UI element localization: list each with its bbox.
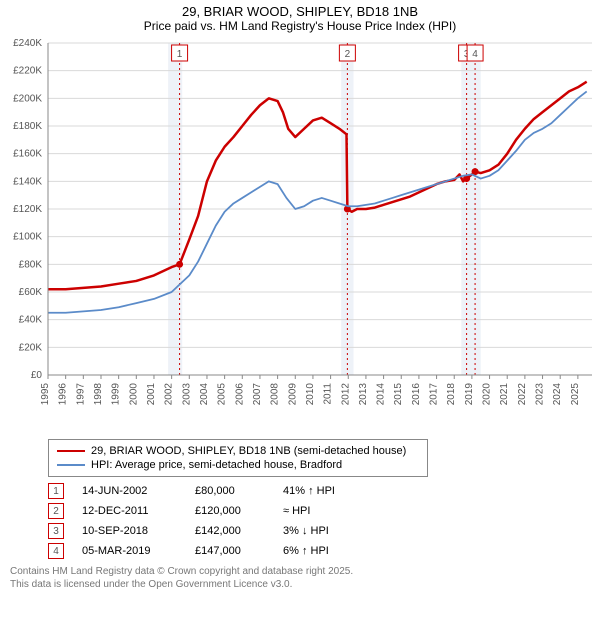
svg-text:2004: 2004 — [199, 383, 210, 406]
svg-text:2018: 2018 — [446, 383, 457, 406]
sale-marker: 2 — [48, 503, 64, 519]
svg-text:1996: 1996 — [58, 383, 69, 406]
sale-marker: 4 — [48, 543, 64, 559]
svg-text:2013: 2013 — [358, 383, 369, 406]
sale-row: 1 14-JUN-2002 £80,000 41% ↑ HPI — [48, 481, 590, 501]
footer-line2: This data is licensed under the Open Gov… — [10, 578, 590, 591]
svg-text:£140K: £140K — [13, 176, 42, 187]
svg-text:2007: 2007 — [252, 383, 263, 406]
sale-price: £120,000 — [195, 505, 265, 517]
sale-delta: ≈ HPI — [283, 505, 363, 517]
sale-date: 05-MAR-2019 — [82, 545, 177, 557]
sale-price: £147,000 — [195, 545, 265, 557]
svg-text:2002: 2002 — [164, 383, 175, 406]
svg-text:2024: 2024 — [552, 383, 563, 406]
svg-text:2005: 2005 — [217, 383, 228, 406]
sale-delta: 6% ↑ HPI — [283, 545, 363, 557]
svg-text:1: 1 — [177, 49, 183, 60]
sale-price: £80,000 — [195, 485, 265, 497]
legend-label: HPI: Average price, semi-detached house,… — [91, 459, 342, 471]
sale-row: 4 05-MAR-2019 £147,000 6% ↑ HPI — [48, 541, 590, 561]
sale-marker: 3 — [48, 523, 64, 539]
sale-price: £142,000 — [195, 525, 265, 537]
svg-text:2014: 2014 — [376, 383, 387, 406]
sale-date: 14-JUN-2002 — [82, 485, 177, 497]
svg-text:2008: 2008 — [270, 383, 281, 406]
sale-date: 12-DEC-2011 — [82, 505, 177, 517]
svg-text:2017: 2017 — [429, 383, 440, 406]
svg-text:2001: 2001 — [146, 383, 157, 406]
svg-text:£100K: £100K — [13, 232, 42, 243]
svg-text:2012: 2012 — [340, 383, 351, 406]
sale-marker: 1 — [48, 483, 64, 499]
chart-title: 29, BRIAR WOOD, SHIPLEY, BD18 1NB — [0, 4, 600, 19]
svg-text:2022: 2022 — [517, 383, 528, 406]
svg-text:1999: 1999 — [111, 383, 122, 406]
chart-title-block: 29, BRIAR WOOD, SHIPLEY, BD18 1NB Price … — [0, 0, 600, 35]
sale-delta: 41% ↑ HPI — [283, 485, 363, 497]
svg-text:£20K: £20K — [19, 342, 43, 353]
svg-text:2020: 2020 — [482, 383, 493, 406]
svg-text:£0: £0 — [31, 370, 43, 381]
svg-text:£160K: £160K — [13, 149, 42, 160]
svg-text:2011: 2011 — [323, 383, 334, 405]
svg-text:2015: 2015 — [393, 383, 404, 406]
svg-text:£200K: £200K — [13, 93, 42, 104]
svg-text:2003: 2003 — [181, 383, 192, 406]
svg-text:£40K: £40K — [19, 315, 43, 326]
svg-text:£180K: £180K — [13, 121, 42, 132]
svg-text:2: 2 — [345, 49, 351, 60]
svg-text:1995: 1995 — [40, 383, 51, 406]
chart-subtitle: Price paid vs. HM Land Registry's House … — [0, 19, 600, 33]
svg-text:2009: 2009 — [287, 383, 298, 406]
chart-svg: £0 £20K £40K £60K £80K £100K £120K £140K £160K £1… — [0, 35, 600, 435]
svg-text:2016: 2016 — [411, 383, 422, 406]
price-chart: £0 £20K £40K £60K £80K £100K £120K £140K £160K £1… — [0, 35, 600, 435]
legend-item: 29, BRIAR WOOD, SHIPLEY, BD18 1NB (semi-… — [57, 444, 419, 458]
svg-text:£220K: £220K — [13, 66, 42, 77]
legend-label: 29, BRIAR WOOD, SHIPLEY, BD18 1NB (semi-… — [91, 445, 406, 457]
licence-footer: Contains HM Land Registry data © Crown c… — [10, 565, 590, 591]
sale-row: 3 10-SEP-2018 £142,000 3% ↓ HPI — [48, 521, 590, 541]
legend-swatch — [57, 450, 85, 452]
svg-text:2010: 2010 — [305, 383, 316, 406]
svg-text:£60K: £60K — [19, 287, 43, 298]
svg-text:1998: 1998 — [93, 383, 104, 406]
svg-text:2000: 2000 — [128, 383, 139, 406]
legend-item: HPI: Average price, semi-detached house,… — [57, 458, 419, 472]
sale-row: 2 12-DEC-2011 £120,000 ≈ HPI — [48, 501, 590, 521]
svg-text:2019: 2019 — [464, 383, 475, 406]
sale-delta: 3% ↓ HPI — [283, 525, 363, 537]
svg-text:£120K: £120K — [13, 204, 42, 215]
svg-text:£80K: £80K — [19, 259, 43, 270]
svg-text:4: 4 — [472, 49, 478, 60]
sales-table: 1 14-JUN-2002 £80,000 41% ↑ HPI 2 12-DEC-2011… — [48, 481, 590, 561]
chart-legend: 29, BRIAR WOOD, SHIPLEY, BD18 1NB (semi-… — [48, 439, 428, 477]
svg-text:2006: 2006 — [234, 383, 245, 406]
footer-line1: Contains HM Land Registry data © Crown c… — [10, 565, 590, 578]
svg-text:2023: 2023 — [535, 383, 546, 406]
svg-text:2021: 2021 — [499, 383, 510, 406]
svg-text:2025: 2025 — [570, 383, 581, 406]
legend-swatch — [57, 464, 85, 466]
sale-date: 10-SEP-2018 — [82, 525, 177, 537]
svg-text:1997: 1997 — [75, 383, 86, 406]
svg-text:£240K: £240K — [13, 38, 42, 49]
